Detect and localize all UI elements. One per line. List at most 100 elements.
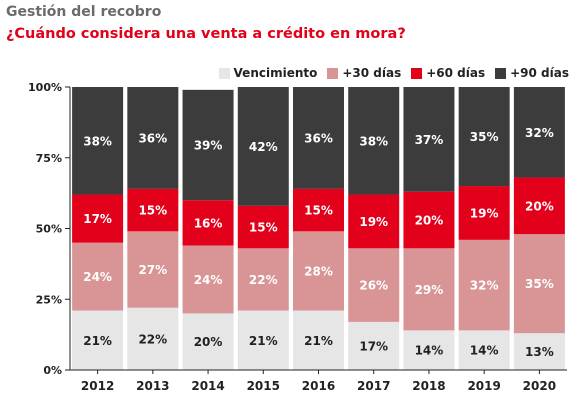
data-label: 19%	[470, 206, 499, 220]
legend: Vencimiento +30 días +60 días +90 días	[209, 66, 569, 80]
data-label: 15%	[138, 204, 167, 218]
data-label: 15%	[249, 221, 278, 235]
x-tick-label: 2015	[247, 379, 280, 393]
legend-swatch-vencimiento	[218, 67, 230, 79]
data-label: 17%	[83, 212, 112, 226]
x-tick-label: 2017	[357, 379, 390, 393]
data-label: 14%	[415, 344, 444, 358]
data-label: 26%	[359, 279, 388, 293]
data-label: 22%	[138, 332, 167, 346]
bar-segment	[403, 330, 455, 370]
chart-subtitle: Gestión del recobro	[6, 4, 162, 20]
bar-segment	[458, 186, 510, 240]
bar-segment	[513, 333, 565, 370]
bar-segment	[403, 87, 455, 192]
data-label: 42%	[249, 140, 278, 154]
data-label: 29%	[415, 283, 444, 297]
bar-segment	[72, 242, 124, 311]
bar-segment	[348, 248, 400, 322]
data-label: 21%	[83, 334, 112, 348]
bar-segment	[513, 87, 565, 178]
bar-segment	[293, 188, 344, 232]
bar-segment	[293, 310, 344, 370]
data-label: 16%	[194, 216, 223, 230]
data-label: 32%	[525, 126, 554, 140]
legend-swatch-60-dias	[411, 67, 423, 79]
x-tick-label: 2014	[191, 379, 224, 393]
data-label: 14%	[470, 344, 499, 358]
legend-label-90-dias: +90 días	[510, 66, 569, 80]
bar-segment	[237, 87, 289, 206]
data-label: 35%	[470, 130, 499, 144]
bar-segment	[127, 307, 179, 370]
bar-segment	[182, 89, 234, 201]
y-tick-label: 100%	[28, 81, 62, 94]
x-tick-label: 2013	[136, 379, 169, 393]
bar-segment	[127, 87, 179, 189]
x-tick-label: 2016	[302, 379, 335, 393]
data-label: 27%	[138, 263, 167, 277]
bar-segment	[348, 194, 400, 249]
bar-segment	[182, 245, 234, 314]
bar-segment	[513, 177, 565, 235]
bar-segment	[237, 205, 289, 249]
bar-segment	[72, 87, 124, 195]
data-label: 39%	[194, 139, 223, 153]
data-label: 21%	[249, 334, 278, 348]
data-label: 20%	[525, 199, 554, 213]
bar-segment	[182, 200, 234, 246]
data-label: 13%	[525, 345, 554, 359]
bar-segment	[237, 310, 289, 370]
data-label: 36%	[138, 131, 167, 145]
bar-segment	[182, 313, 234, 370]
data-label: 19%	[359, 215, 388, 229]
data-label: 24%	[194, 273, 223, 287]
legend-swatch-30-dias	[327, 67, 339, 79]
legend-label-30-dias: +30 días	[342, 66, 402, 80]
data-label: 22%	[249, 273, 278, 287]
bar-segment	[72, 194, 124, 243]
data-label: 24%	[83, 270, 112, 284]
bar-segment	[458, 330, 510, 370]
bar-segment	[72, 310, 124, 370]
data-label: 38%	[359, 134, 388, 148]
bar-segment	[293, 87, 344, 189]
data-label: 28%	[304, 264, 333, 278]
y-tick-label: 25%	[36, 293, 62, 306]
data-label: 20%	[194, 335, 223, 349]
bar-segment	[127, 231, 179, 308]
bar-segment	[348, 87, 400, 195]
x-tick-label: 2020	[523, 379, 556, 393]
bar-segment	[348, 321, 400, 370]
legend-item-60-dias: +60 días	[411, 66, 485, 80]
data-label: 32%	[470, 279, 499, 293]
data-label: 36%	[304, 131, 333, 145]
bar-segment	[458, 87, 510, 187]
bar-segment	[458, 239, 510, 331]
x-tick-label: 2012	[81, 379, 114, 393]
bar-segment	[127, 188, 179, 232]
legend-item-90-dias: +90 días	[495, 66, 569, 80]
data-label: 35%	[525, 277, 554, 291]
legend-label-vencimiento: Vencimiento	[233, 66, 318, 80]
bar-segment	[513, 234, 565, 334]
data-label: 15%	[304, 204, 333, 218]
bar-segment	[237, 248, 289, 311]
bar-segment	[403, 191, 455, 249]
chart-title: ¿Cuándo considera una venta a crédito en…	[6, 26, 406, 42]
x-tick-label: 2019	[467, 379, 500, 393]
x-tick-label: 2018	[412, 379, 445, 393]
legend-label-60-dias: +60 días	[426, 66, 486, 80]
bar-segment	[403, 248, 455, 331]
legend-item-30-dias: +30 días	[327, 66, 401, 80]
y-tick-label: 0%	[43, 364, 62, 377]
bar-segment	[293, 231, 344, 311]
y-tick-label: 50%	[36, 223, 62, 236]
data-label: 20%	[415, 214, 444, 228]
data-label: 17%	[359, 339, 388, 353]
data-label: 38%	[83, 134, 112, 148]
data-label: 37%	[415, 133, 444, 147]
legend-item-vencimiento: Vencimiento	[218, 66, 318, 80]
legend-swatch-90-dias	[495, 67, 507, 79]
